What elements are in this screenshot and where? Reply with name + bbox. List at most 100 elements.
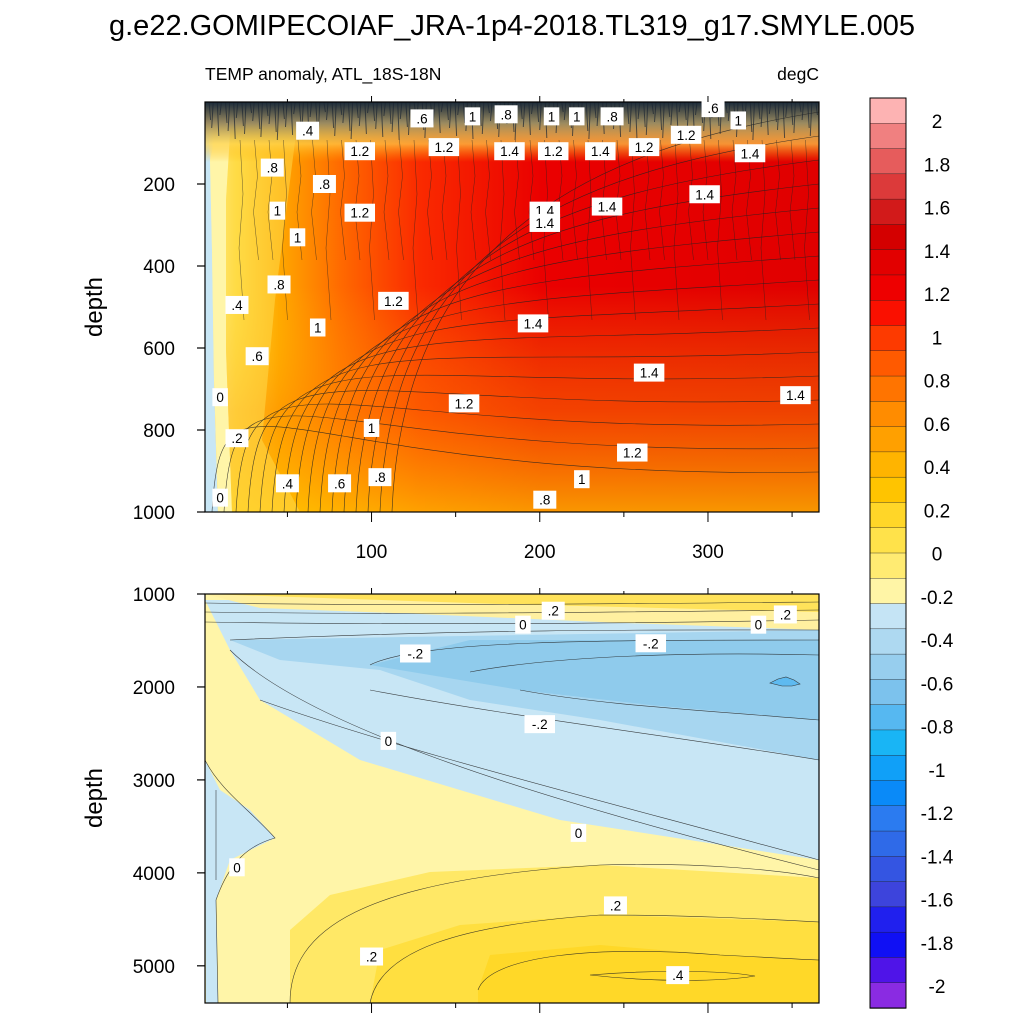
surface-noise — [285, 102, 288, 128]
bottom-contour-labels: .2 0 .2 0 -.2 -.2 -.2 0 0 0 .2 .2 .4 — [229, 601, 797, 985]
colorbar-label: -1.4 — [921, 847, 954, 868]
contour-label-text: .4 — [231, 298, 243, 313]
surface-noise — [405, 102, 408, 128]
colorbar-swatch — [869, 755, 907, 782]
contour-label-box — [400, 644, 431, 663]
contour-label-text: 1.2 — [455, 396, 474, 411]
surface-noise — [686, 102, 690, 129]
y-tick-label: 1000 — [133, 503, 175, 524]
contour-label-text: .2 — [548, 604, 559, 619]
contour-label-text: 1 — [314, 321, 322, 336]
surface-noise — [331, 102, 335, 129]
contour-label-box — [617, 443, 648, 462]
contour-label-box — [225, 295, 249, 314]
contour-label: 1.4 — [517, 314, 549, 333]
surface-noise — [539, 102, 542, 131]
contour-label-text: 1.2 — [350, 144, 369, 159]
colorbar-swatch — [869, 957, 907, 984]
surface-noise — [479, 102, 482, 127]
contour-label-box — [603, 896, 627, 915]
contour-label-box — [410, 109, 434, 128]
contour-label: -.2 — [524, 715, 556, 734]
colorbar-swatch — [869, 325, 907, 352]
surface-noise — [454, 102, 458, 137]
contour-label-text: -.2 — [532, 717, 548, 732]
colorbar-swatch — [869, 123, 907, 150]
colorbar-label: -0.4 — [921, 631, 954, 652]
top-panel-frame — [204, 101, 820, 513]
panel-subtitle: TEMP anomaly, ATL_18S-18N — [205, 64, 441, 85]
contour-line — [369, 689, 819, 761]
contour-line — [427, 139, 433, 261]
surface-noise — [531, 102, 534, 115]
contour-label-box — [780, 386, 811, 405]
contour-label-text: .8 — [500, 107, 511, 122]
surface-noise — [563, 102, 567, 121]
colorbar-label: 1 — [932, 328, 943, 349]
surface-noise — [643, 102, 646, 128]
contour-line — [283, 327, 819, 512]
top-contour-labels: .4.8.811.8.4.60.20.6 1.8 1 1.8.611.2 1.2 1.4 1… — [212, 99, 811, 509]
contour-label: 1.2 — [448, 394, 480, 413]
contour-label-text: .8 — [606, 109, 617, 124]
surface-noise — [244, 102, 247, 135]
bottom-panel-frame — [204, 593, 820, 1004]
contour-label: .8 — [260, 158, 284, 177]
colorbar-swatch — [869, 729, 907, 756]
contour-label-text: 1.2 — [623, 446, 642, 461]
contour-label: 1.2 — [670, 125, 702, 144]
y-tick-label: 600 — [143, 339, 175, 360]
contour-line — [644, 139, 651, 261]
surface-noise — [809, 102, 813, 137]
surface-noise — [528, 102, 531, 136]
contour-label-box — [537, 142, 569, 161]
colorbar-swatch — [869, 198, 907, 226]
contour-label-box — [773, 605, 797, 624]
contour-label: .2 — [773, 605, 797, 624]
surface-noise — [446, 102, 449, 121]
contour-label: .8 — [267, 275, 291, 294]
surface-noise — [662, 102, 665, 139]
contour-line — [760, 139, 767, 321]
contour-label: 1.2 — [617, 443, 648, 462]
colorbar-label: 0.2 — [924, 501, 950, 522]
contour-label-box — [378, 291, 409, 310]
contour-label-box — [750, 615, 767, 634]
contour-label-box — [494, 105, 518, 124]
contour-label-box — [591, 197, 623, 216]
contour-label-box — [515, 615, 531, 634]
surface-noise — [785, 102, 788, 118]
contour-label-text: 0 — [216, 390, 224, 405]
y-tick-label: 5000 — [133, 957, 175, 978]
surface-noise — [758, 102, 761, 120]
contour-label: .6 — [410, 109, 434, 128]
contour-label-text: 1 — [294, 230, 302, 245]
contour-label-text: 1.2 — [544, 144, 563, 159]
colorbar-swatch — [869, 704, 907, 731]
x-tick-label: 200 — [524, 542, 556, 563]
top-y-axis-label: depth — [81, 277, 108, 337]
colorbar-swatch — [869, 527, 907, 554]
colorbar-swatch — [869, 274, 907, 301]
colorbar-swatch — [869, 97, 907, 124]
colorbar-swatch — [869, 173, 907, 200]
surface-noise — [225, 102, 228, 124]
contour-label-text: .8 — [539, 493, 550, 508]
contour-line — [469, 653, 819, 673]
contour-label: .8 — [533, 490, 557, 509]
surface-noise — [290, 102, 294, 136]
contour-label-box — [701, 99, 725, 118]
contour-label-text: 1 — [578, 472, 586, 487]
contour-label-box — [569, 107, 585, 126]
colorbar-label: -0.8 — [921, 718, 954, 739]
surface-noise — [490, 102, 493, 122]
colorbar-swatch — [869, 375, 907, 403]
contour-label: .6 — [328, 474, 352, 493]
surface-noise — [339, 102, 343, 116]
contour-label: 1.2 — [344, 142, 376, 161]
surface-noise — [375, 102, 378, 130]
surface-noise — [274, 102, 277, 133]
contour-label-box — [666, 966, 690, 985]
colorbar-label: 1.4 — [924, 242, 951, 263]
surface-noise — [216, 102, 220, 137]
